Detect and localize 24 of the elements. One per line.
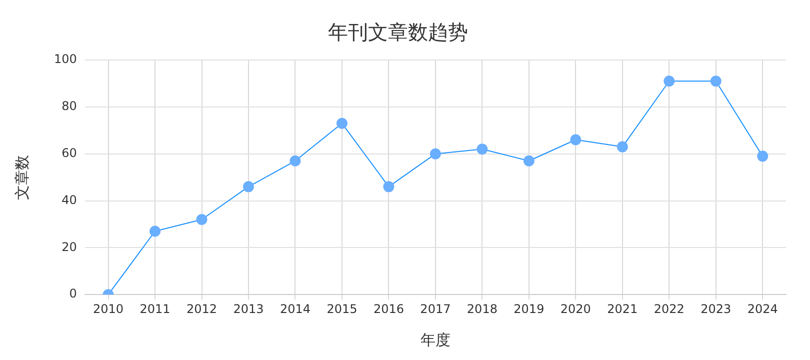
y-tick-label: 100 — [54, 52, 77, 66]
x-tick-label: 2022 — [654, 302, 684, 316]
y-tick-label: 0 — [69, 286, 77, 301]
y-tick-label: 40 — [62, 192, 77, 207]
x-tick-label: 2010 — [93, 302, 124, 316]
x-axis-title: 年度 — [420, 330, 450, 349]
x-tick-label: 2017 — [420, 302, 451, 316]
x-tick-label: 2011 — [140, 302, 170, 316]
x-tick-label: 2012 — [186, 302, 218, 316]
x-tick-label: 2024 — [747, 302, 778, 316]
y-tick-label: 60 — [62, 146, 77, 160]
x-tick-label: 2021 — [607, 302, 638, 316]
chart-title: 年刊文章数趋势 — [328, 20, 468, 44]
x-tick-label: 2020 — [560, 302, 591, 316]
y-tick-label: 20 — [62, 240, 77, 254]
x-tick-label: 2016 — [373, 302, 404, 316]
x-tick-label: 2019 — [514, 302, 544, 316]
x-tick-label: 2013 — [233, 302, 264, 316]
y-tick-label: 80 — [62, 99, 77, 114]
x-tick-label: 2015 — [326, 302, 358, 316]
x-tick-label: 2014 — [280, 302, 311, 316]
x-tick-label: 2018 — [466, 302, 498, 316]
x-tick-label: 2023 — [700, 302, 732, 316]
y-axis-title: 文章数 — [12, 154, 31, 200]
